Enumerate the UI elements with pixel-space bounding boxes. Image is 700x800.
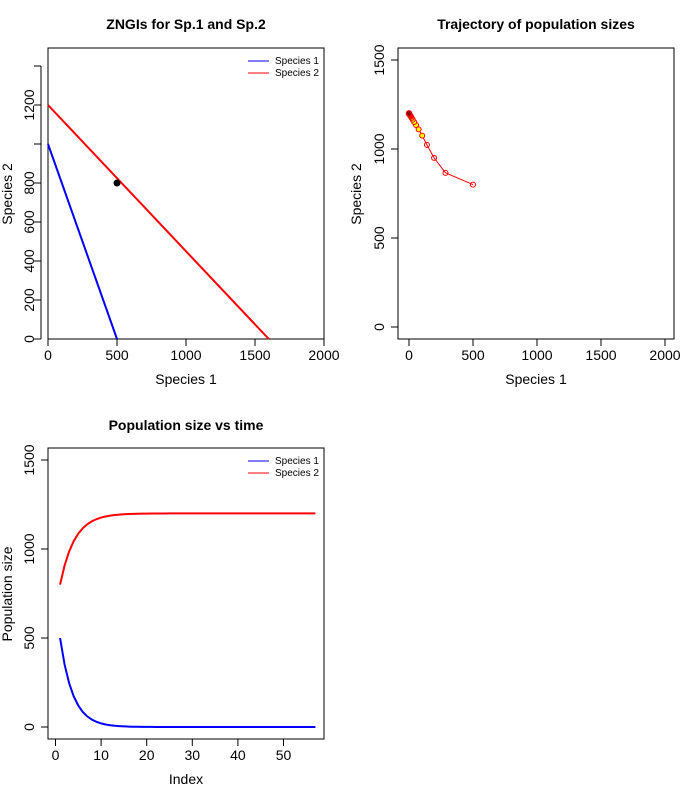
x-tick-label: 50 bbox=[276, 747, 292, 763]
plot-time: Population size vs time Index Population… bbox=[0, 417, 325, 787]
y-tick-label: 1000 bbox=[21, 533, 37, 564]
trajectory-point bbox=[423, 141, 430, 148]
y-tick-label: 400 bbox=[21, 249, 37, 273]
trajectory-point bbox=[470, 181, 476, 188]
initial-point bbox=[113, 179, 121, 187]
x-tick-label: 10 bbox=[93, 747, 109, 763]
x-tick-label: 2000 bbox=[649, 347, 680, 363]
x-tick-label: 2000 bbox=[308, 347, 339, 363]
x-tick-label: 0 bbox=[44, 347, 52, 363]
y-tick-label: 800 bbox=[21, 171, 37, 195]
y-tick-label: 1500 bbox=[371, 44, 387, 75]
y-tick-label: 500 bbox=[21, 626, 37, 650]
legend-label-species-2: Species 2 bbox=[275, 468, 319, 479]
plot-time-frame bbox=[47, 447, 325, 740]
plot-trajectory-title: Trajectory of population sizes bbox=[437, 16, 635, 32]
plot-zngi-legend: Species 1 Species 2 bbox=[248, 56, 319, 79]
x-tick-label: 1000 bbox=[170, 347, 201, 363]
time-series-species-1 bbox=[59, 637, 316, 728]
x-tick-label: 500 bbox=[461, 347, 485, 363]
y-tick-label: 1500 bbox=[21, 444, 37, 475]
y-tick-label: 0 bbox=[21, 723, 37, 731]
legend-label-species-1: Species 1 bbox=[275, 56, 319, 67]
legend-label-species-1: Species 1 bbox=[275, 456, 319, 467]
x-tick-label: 1000 bbox=[521, 347, 552, 363]
plot-zngi: ZNGIs for Sp.1 and Sp.2 Species 1 Specie… bbox=[0, 16, 340, 387]
zngi-line-species-2 bbox=[47, 104, 270, 340]
x-tick-label: 40 bbox=[230, 747, 246, 763]
plot-time-title: Population size vs time bbox=[109, 417, 264, 433]
trajectory-point bbox=[415, 126, 422, 133]
x-tick-label: 1500 bbox=[585, 347, 616, 363]
plot-time-ylabel: Population size bbox=[0, 546, 15, 641]
y-tick-label: 1000 bbox=[371, 133, 387, 164]
plot-trajectory: Trajectory of population sizes Species 1… bbox=[348, 16, 681, 387]
plot-zngi-frame bbox=[47, 47, 325, 340]
y-tick-label: 500 bbox=[371, 226, 387, 250]
y-tick-label: 200 bbox=[21, 288, 37, 312]
x-tick-label: 1500 bbox=[239, 347, 270, 363]
y-tick-label: 0 bbox=[21, 335, 37, 343]
x-tick-label: 30 bbox=[185, 747, 201, 763]
y-tick-label: 1200 bbox=[21, 89, 37, 120]
trajectory-end-point bbox=[405, 110, 413, 117]
time-series-species-2 bbox=[59, 512, 316, 585]
plot-zngi-xlabel: Species 1 bbox=[155, 371, 217, 387]
plot-trajectory-frame bbox=[397, 47, 675, 340]
trajectory-point bbox=[431, 154, 438, 161]
zngi-line-species-1 bbox=[47, 143, 118, 340]
plot-time-xlabel: Index bbox=[169, 771, 203, 787]
y-tick-label: 0 bbox=[371, 323, 387, 331]
plot-time-legend: Species 1 Species 2 bbox=[248, 456, 319, 479]
legend-label-species-2: Species 2 bbox=[275, 68, 319, 79]
plot-zngi-title: ZNGIs for Sp.1 and Sp.2 bbox=[106, 16, 266, 32]
trajectory-point bbox=[419, 132, 426, 139]
trajectory-point bbox=[442, 169, 449, 176]
plot-zngi-ylabel: Species 2 bbox=[0, 163, 15, 225]
x-tick-label: 0 bbox=[405, 347, 413, 363]
trajectory-highlight bbox=[419, 133, 425, 139]
x-tick-label: 20 bbox=[139, 747, 155, 763]
plot-trajectory-xlabel: Species 1 bbox=[505, 371, 567, 387]
y-tick-label: 600 bbox=[21, 210, 37, 234]
x-tick-label: 500 bbox=[105, 347, 129, 363]
x-tick-label: 0 bbox=[52, 747, 60, 763]
plot-trajectory-ylabel: Species 2 bbox=[348, 163, 364, 225]
trajectory-highlight bbox=[416, 126, 422, 132]
